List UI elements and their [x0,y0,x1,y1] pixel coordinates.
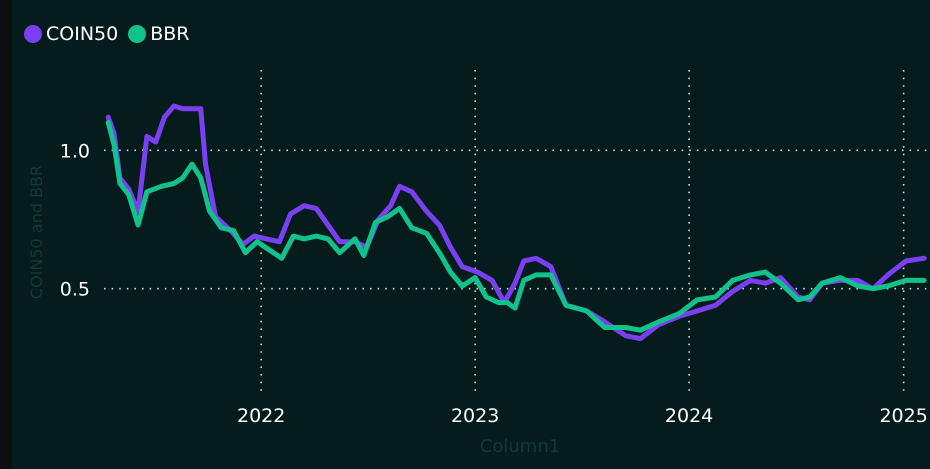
series-line-bbr [105,120,927,333]
gridlines [104,70,930,392]
y-axis-label: COIN50 and BBR [27,165,46,299]
legend-item-bbr[interactable]: BBR [128,20,190,48]
series-line-coin50 [105,103,927,342]
legend-swatch-coin50 [24,25,42,43]
x-axis-ticks: 2022 2023 2024 2025 [237,405,928,427]
left-edge-strip [0,0,12,469]
x-tick-label: 2024 [665,405,713,427]
legend-label-coin50: COIN50 [46,23,119,45]
legend-item-coin50[interactable]: COIN50 [24,20,118,48]
legend-swatch-bbr [128,25,147,43]
x-axis-label: Column1 [480,436,560,457]
y-tick-label: 1.0 [60,140,90,162]
x-tick-label: 2023 [451,405,499,427]
legend: COIN50 BBR [24,20,190,48]
x-tick-label: 2025 [879,405,927,427]
x-tick-label: 2022 [237,405,285,427]
legend-label-bbr: BBR [150,23,190,45]
y-tick-label: 0.5 [60,279,90,301]
series-lines [105,103,927,342]
y-axis-ticks: 0.5 1.0 [60,140,90,300]
